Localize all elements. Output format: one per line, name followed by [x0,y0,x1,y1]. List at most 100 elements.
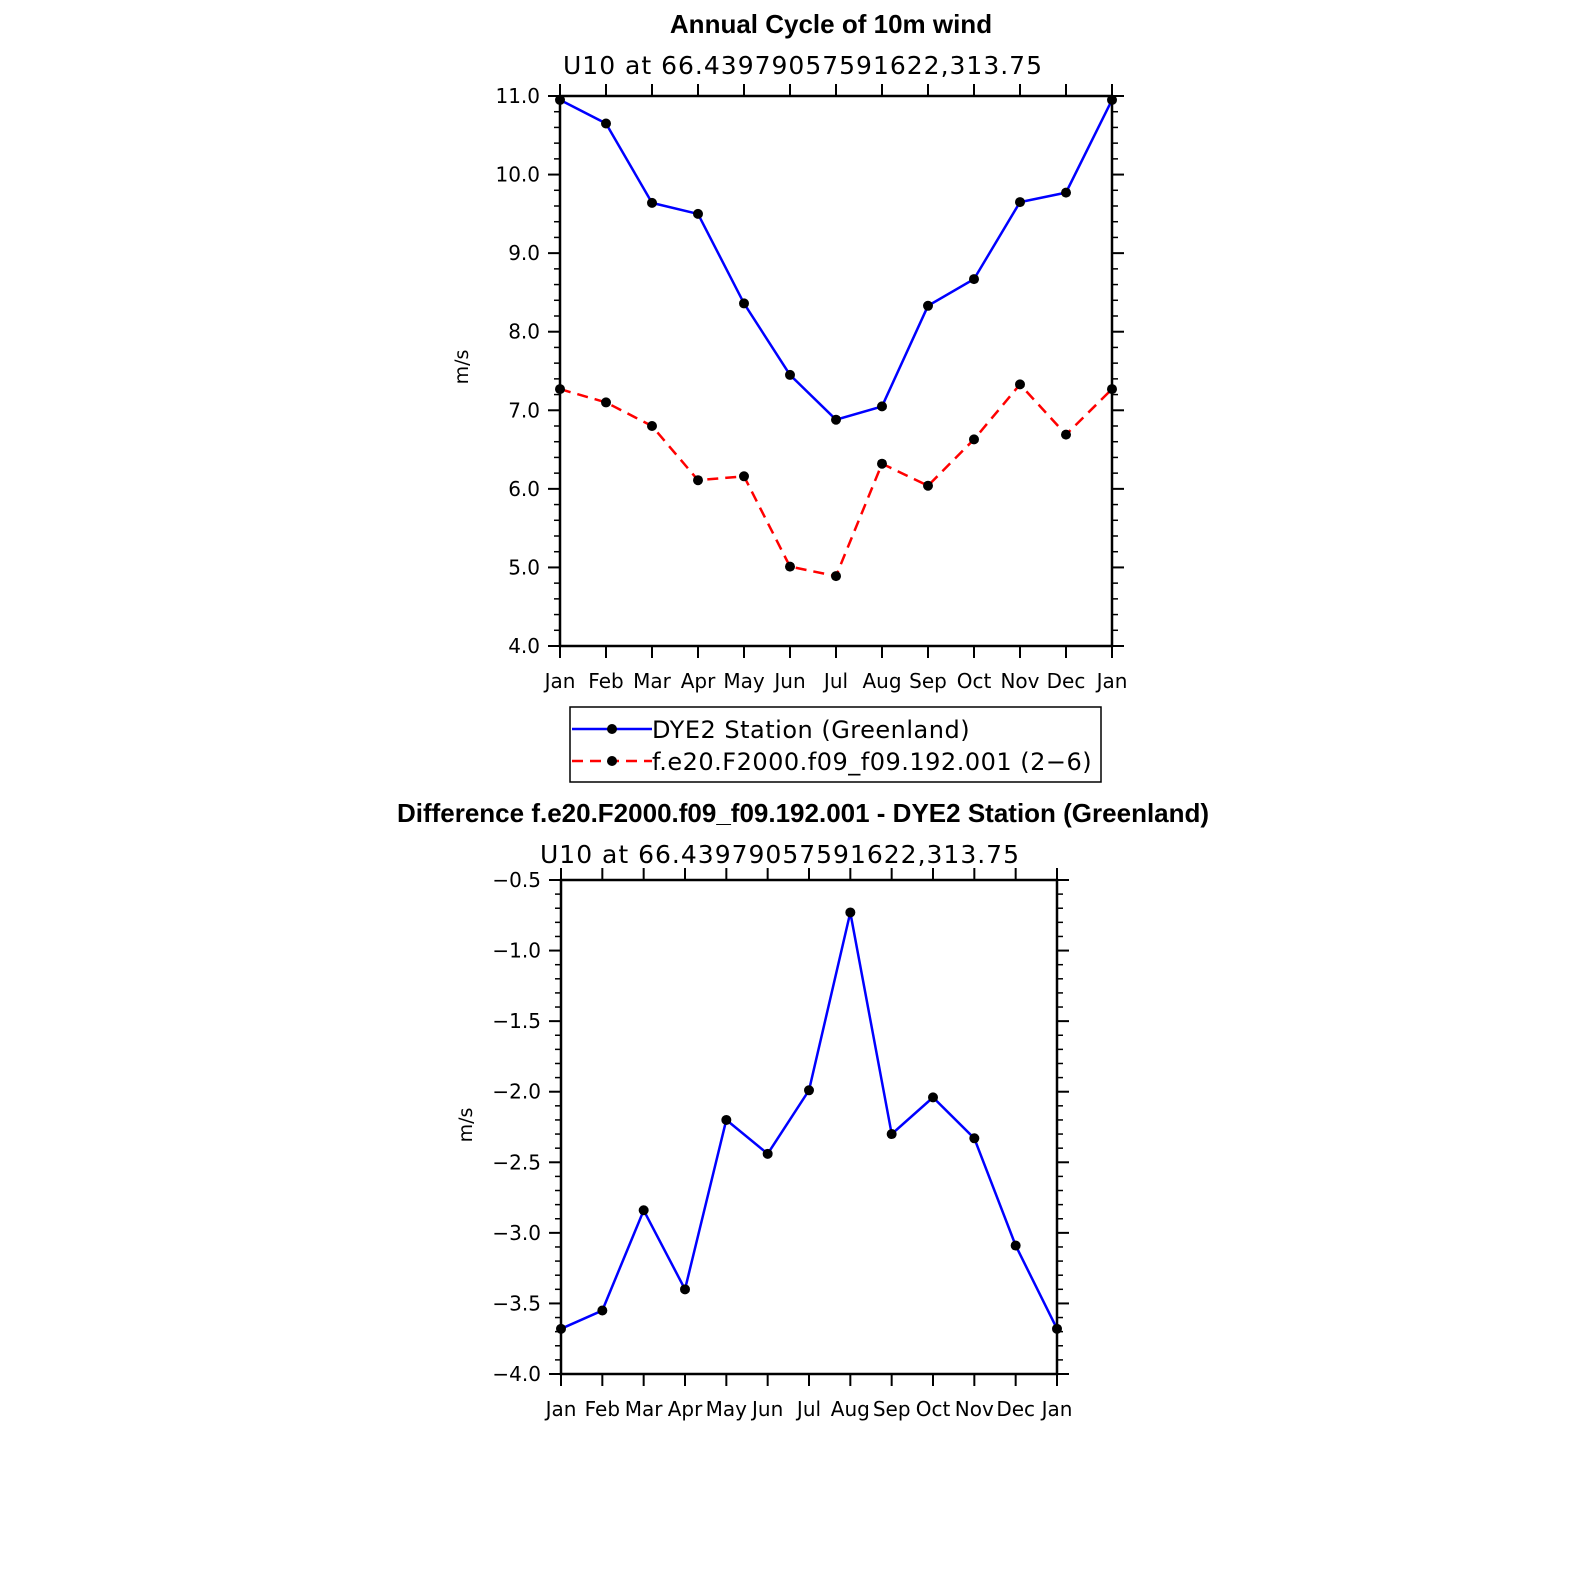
x-tick-label: Apr [681,669,716,693]
series-1-point [886,1129,897,1140]
x-tick-label: Jan [543,669,576,693]
y-tick-label: 4.0 [508,634,540,658]
x-tick-label: Mar [625,1397,664,1421]
legend-marker-series-2 [607,756,617,766]
series-1-point [785,369,795,380]
series-2-point [923,480,933,491]
series-line-1 [560,912,1059,1330]
legend: DYE2 Station (Greenland) f.e20.F2000.f09… [569,706,1102,783]
x-tick-label: Sep [909,669,947,693]
x-tick-label: Jun [750,1397,783,1421]
y-tick-label: 10.0 [495,163,540,187]
series-1-point [721,1114,732,1125]
series-1-point [601,118,611,129]
series-1-point [969,1133,980,1144]
series-2-point [969,434,979,445]
series-line-1 [559,98,1114,422]
x-tick-label: Aug [831,1397,870,1421]
y-tick-label: 9.0 [508,241,540,265]
y-axis-label: m/s [451,350,473,385]
x-tick-label: Nov [955,1397,994,1421]
chart-subtitle: U10 at 66.43979057591622,313.75 [563,51,1043,80]
series-1-point [877,401,887,412]
x-tick-label: May [723,669,765,693]
y-tick-label: −1.5 [492,1009,541,1033]
series-2-point [877,458,887,469]
series-1-point [1061,187,1071,198]
x-tick-label: Jan [1040,1397,1073,1421]
series-1-point [845,907,856,918]
x-tick-label: May [706,1397,748,1421]
plot-frame [558,94,1114,648]
series-1-point [831,414,841,425]
x-tick-label: Feb [588,669,623,693]
y-tick-label: −1.0 [492,939,541,963]
x-tick-label: Dec [996,1397,1035,1421]
x-tick-label: Jul [822,669,848,693]
x-tick-label: Jun [772,669,805,693]
series-2-point [647,421,657,431]
series-1-point [804,1085,814,1096]
x-tick-label: Nov [1000,669,1039,693]
series-2-point [601,397,611,408]
series-1-point [923,300,933,311]
x-tick-label: Aug [862,669,901,693]
series-1-point [1015,197,1025,208]
x-tick-label: Mar [633,669,672,693]
series-2-point [1107,384,1117,395]
y-tick-label: −3.0 [492,1221,541,1245]
series-2-point [1061,429,1071,440]
x-tick-label: Dec [1047,669,1086,693]
x-tick-label: Sep [873,1397,911,1421]
series-1-point [638,1205,649,1216]
legend-label-series-1: DYE2 Station (Greenland) [652,716,970,744]
x-tick-label: Oct [916,1397,951,1421]
legend-label-series-2: f.e20.F2000.f09_f09.192.001 (2−6) [652,748,1092,776]
series-1-point [928,1092,938,1103]
series-2-point [555,384,565,395]
difference-chart: Difference f.e20.F2000.f09_f09.192.001 -… [397,798,1209,1421]
y-tick-label: 5.0 [508,555,540,579]
series-1-point [555,94,565,105]
series-1-point [693,208,703,219]
series-1-point [1107,94,1117,105]
series-2-point [739,471,749,482]
y-tick-label: −0.5 [492,868,541,892]
series-2-point [785,561,795,572]
series-2-point [831,571,841,582]
series-line-2 [559,382,1113,578]
x-tick-label: Feb [585,1397,620,1421]
series-1-point [597,1305,608,1316]
annual-cycle-chart: Annual Cycle of 10m wind U10 at 66.43979… [451,9,1127,693]
y-axis-label: m/s [455,1108,477,1143]
chart-subtitle: U10 at 66.43979057591622,313.75 [540,840,1020,869]
x-tick-label: Jul [795,1397,821,1421]
series-1-point [1010,1240,1021,1251]
series-1-point [1052,1323,1062,1334]
plot-frame [559,878,1059,1376]
y-tick-label: 6.0 [508,477,540,501]
series-1-point [647,197,657,208]
y-tick-label: 8.0 [508,320,540,344]
x-tick-label: Jan [1095,669,1128,693]
y-tick-label: 11.0 [495,84,540,108]
y-tick-label: −4.0 [492,1362,541,1386]
y-tick-label: 7.0 [508,398,540,422]
series-1-point [969,274,979,285]
legend-box [569,706,1102,783]
x-tick-label: Apr [668,1397,703,1421]
legend-marker-series-1 [607,724,617,734]
series-1-point [556,1323,566,1334]
series-2-point [693,475,703,486]
y-tick-label: −2.5 [492,1150,541,1174]
series-1-point [680,1284,690,1295]
x-tick-label: Jan [544,1397,577,1421]
y-tick-label: −3.5 [492,1291,541,1315]
series-1-point [739,298,749,309]
chart-title: Annual Cycle of 10m wind [670,9,992,39]
series-1-point [762,1148,773,1159]
y-tick-label: −2.0 [492,1080,541,1104]
x-tick-label: Oct [957,669,992,693]
chart-title: Difference f.e20.F2000.f09_f09.192.001 -… [397,798,1209,828]
